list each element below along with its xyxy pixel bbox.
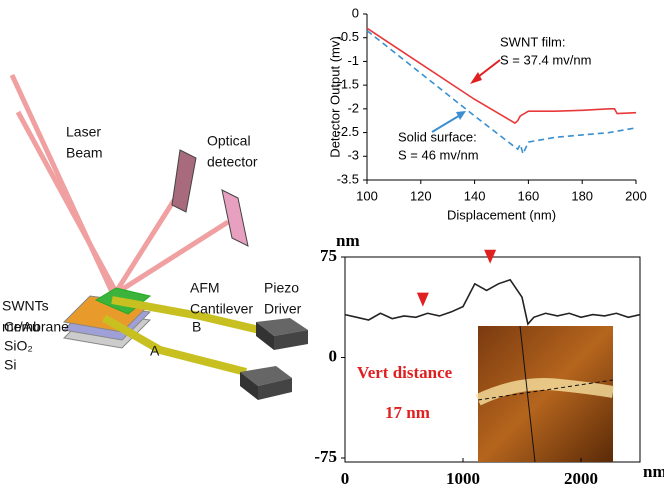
canvas: LaserBeamOpticaldetectorSWNTsmembraneAFM… — [0, 0, 664, 491]
diagram-label: Optical — [207, 133, 251, 149]
diagram-label: Beam — [66, 145, 103, 161]
diagram — [12, 75, 308, 400]
diagram-label: Si — [4, 357, 16, 373]
x-tick-label: 180 — [571, 188, 593, 203]
diagram-label: A — [150, 343, 160, 359]
x-tick-label: 0 — [341, 469, 350, 488]
detector — [222, 190, 248, 246]
annotation: SWNT film: — [500, 34, 565, 49]
annotation: 17 nm — [385, 403, 430, 422]
annotation: Vert distance — [357, 363, 453, 382]
y-tick-label: -2 — [347, 100, 359, 115]
x-tick-label: 140 — [464, 188, 486, 203]
y-tick-label: -3 — [347, 148, 359, 163]
detector — [172, 150, 196, 212]
y-axis-title: Detector Output (mv) — [327, 36, 342, 157]
diagram-label: SiO₂ — [4, 338, 33, 354]
x-tick-label: 120 — [410, 188, 432, 203]
x-tick-label: 100 — [356, 188, 378, 203]
y-tick-label: -3.5 — [337, 171, 359, 186]
y-tick-label: -1 — [347, 53, 359, 68]
y-tick-label: -75 — [314, 447, 337, 466]
y-tick-label: 0 — [329, 346, 338, 365]
diagram-label: Cantilever — [190, 301, 253, 317]
diagram-label: Driver — [264, 301, 302, 317]
marker — [417, 293, 429, 307]
y-tick-label: 0 — [352, 5, 359, 20]
arrow-head — [470, 72, 482, 84]
diagram-label: detector — [207, 154, 258, 170]
annotation: S = 37.4 mv/nm — [500, 52, 591, 67]
y-axis-title: nm — [336, 231, 360, 250]
x-axis-title: Displacement (nm) — [447, 207, 556, 222]
x-tick-label: 2000 — [564, 469, 598, 488]
diagram-label: AFM — [190, 280, 220, 296]
diagram-label: B — [192, 319, 201, 335]
diagram-label: Cr/Au — [4, 319, 40, 335]
diagram-label: SWNTs — [2, 298, 49, 314]
figure: LaserBeamOpticaldetectorSWNTsmembraneAFM… — [0, 0, 664, 491]
annotation: Solid surface: — [398, 129, 477, 144]
annotation: S = 46 mv/nm — [398, 147, 479, 162]
y-tick-label: 75 — [320, 246, 337, 265]
x-tick-label: 160 — [518, 188, 540, 203]
x-tick-label: 1000 — [446, 469, 480, 488]
arrows — [432, 60, 500, 132]
data-line — [345, 280, 640, 324]
x-axis-title: nm — [643, 462, 664, 481]
diagram-label: Piezo — [264, 280, 299, 296]
arrow-head — [456, 111, 466, 120]
diagram-label: Laser — [66, 124, 101, 140]
x-tick-label: 200 — [625, 188, 647, 203]
